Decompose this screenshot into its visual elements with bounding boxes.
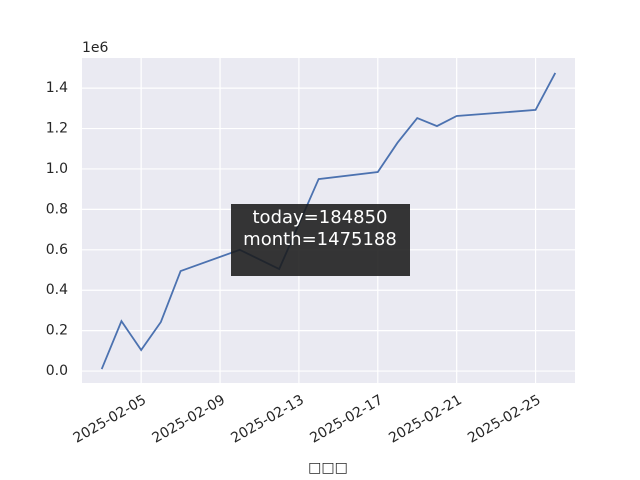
- y-tick-label: 0.2: [46, 323, 68, 339]
- y-tick-label: 1.4: [46, 80, 68, 96]
- x-axis-label: □□□: [308, 460, 348, 476]
- tooltip-box: [231, 204, 410, 276]
- y-tick-label: 0.8: [46, 201, 68, 217]
- x-tick-label: 2025-02-25: [465, 392, 543, 447]
- y-tick-label: 1.2: [46, 121, 68, 137]
- tooltip-text: today=184850: [253, 207, 388, 228]
- x-tick-label: 2025-02-17: [307, 392, 385, 447]
- x-tick-label: 2025-02-05: [71, 392, 149, 447]
- data-line: [100, 72, 557, 370]
- x-tick-label: 2025-02-09: [150, 392, 228, 447]
- y-tick-label: 0.4: [46, 282, 68, 298]
- y-tick-label: 0.0: [46, 363, 68, 379]
- x-tick-label: 2025-02-13: [228, 392, 306, 447]
- y-offset-label: 1e6: [82, 40, 109, 56]
- y-tick-label: 0.6: [46, 242, 68, 258]
- x-tick-label: 2025-02-21: [386, 392, 464, 447]
- y-tick-label: 1.0: [46, 161, 68, 177]
- tooltip-text: month=1475188: [243, 229, 397, 250]
